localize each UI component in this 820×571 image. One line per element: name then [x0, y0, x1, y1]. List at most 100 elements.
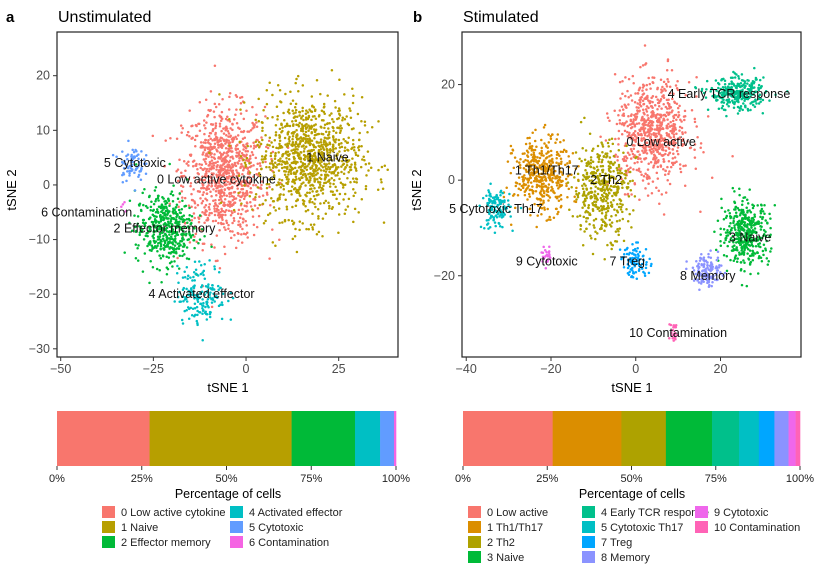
data-point	[318, 146, 321, 149]
data-point	[608, 192, 611, 195]
data-point	[667, 102, 670, 105]
data-point	[195, 135, 198, 138]
data-point	[301, 176, 304, 179]
data-point	[273, 200, 276, 203]
data-point	[239, 223, 242, 226]
data-point	[302, 119, 305, 122]
data-point	[483, 227, 486, 230]
data-point	[578, 158, 581, 161]
data-point	[274, 152, 277, 155]
data-point	[165, 210, 168, 213]
data-point	[639, 129, 642, 132]
data-point	[171, 190, 174, 193]
data-point	[333, 179, 336, 182]
data-point	[193, 200, 196, 203]
data-point	[655, 149, 658, 152]
data-point	[639, 97, 642, 100]
data-point	[207, 283, 210, 286]
data-point	[244, 220, 247, 223]
bar-segment	[292, 411, 356, 466]
data-point	[174, 244, 177, 247]
data-point	[630, 189, 633, 192]
data-point	[251, 106, 254, 109]
bar-tick-label: 0%	[49, 473, 65, 485]
data-point	[587, 207, 590, 210]
data-point	[213, 153, 216, 156]
data-point	[205, 152, 208, 155]
data-point	[322, 217, 325, 220]
data-point	[678, 129, 681, 132]
data-point	[278, 222, 281, 225]
data-point	[759, 246, 762, 249]
data-point	[242, 193, 245, 196]
data-point	[160, 240, 163, 243]
data-point	[751, 217, 754, 220]
data-point	[224, 188, 227, 191]
data-point	[650, 116, 653, 119]
data-point	[735, 246, 738, 249]
data-point	[670, 166, 673, 169]
data-point	[743, 261, 746, 264]
data-point	[650, 161, 653, 164]
data-point	[306, 191, 309, 194]
data-point	[209, 132, 212, 135]
data-point	[618, 219, 621, 222]
data-point	[594, 238, 597, 241]
data-point	[715, 249, 718, 252]
data-point	[338, 178, 341, 181]
data-point	[192, 165, 195, 168]
data-point	[603, 258, 606, 261]
data-point	[510, 223, 513, 226]
data-point	[621, 92, 624, 95]
data-point	[247, 159, 250, 162]
data-point	[327, 143, 330, 146]
data-point	[738, 187, 741, 190]
data-point	[219, 164, 222, 167]
data-point	[725, 115, 728, 118]
data-point	[196, 324, 199, 327]
data-point	[150, 206, 153, 209]
data-point	[750, 226, 753, 229]
legend-key	[102, 506, 115, 518]
data-point	[627, 96, 630, 99]
data-point	[307, 142, 310, 145]
data-point	[224, 214, 227, 217]
data-point	[639, 66, 642, 69]
data-point	[266, 89, 269, 92]
data-point	[276, 118, 279, 121]
data-point	[342, 138, 345, 141]
data-point	[217, 222, 220, 225]
data-point	[242, 148, 245, 151]
data-point	[592, 161, 595, 164]
data-point	[256, 144, 259, 147]
data-point	[234, 162, 237, 165]
data-point	[581, 207, 584, 210]
data-point	[153, 246, 156, 249]
data-point	[218, 103, 221, 106]
data-point	[211, 301, 214, 304]
data-point	[556, 184, 559, 187]
data-point	[250, 187, 253, 190]
data-point	[673, 117, 676, 120]
data-point	[235, 247, 238, 250]
data-point	[766, 257, 769, 260]
data-point	[610, 189, 613, 192]
cluster-label: 2 Effector memory	[114, 222, 217, 236]
data-point	[335, 198, 338, 201]
data-point	[295, 205, 298, 208]
data-point	[199, 129, 202, 132]
data-point	[557, 133, 560, 136]
data-point	[156, 211, 159, 214]
data-point	[550, 186, 553, 189]
data-point	[251, 208, 254, 211]
data-point	[179, 212, 182, 215]
data-point	[219, 140, 222, 143]
data-point	[334, 186, 337, 189]
data-point	[208, 203, 211, 206]
data-point	[255, 113, 258, 116]
data-point	[662, 117, 665, 120]
data-point	[204, 306, 207, 309]
data-point	[200, 302, 203, 305]
data-point	[514, 156, 517, 159]
